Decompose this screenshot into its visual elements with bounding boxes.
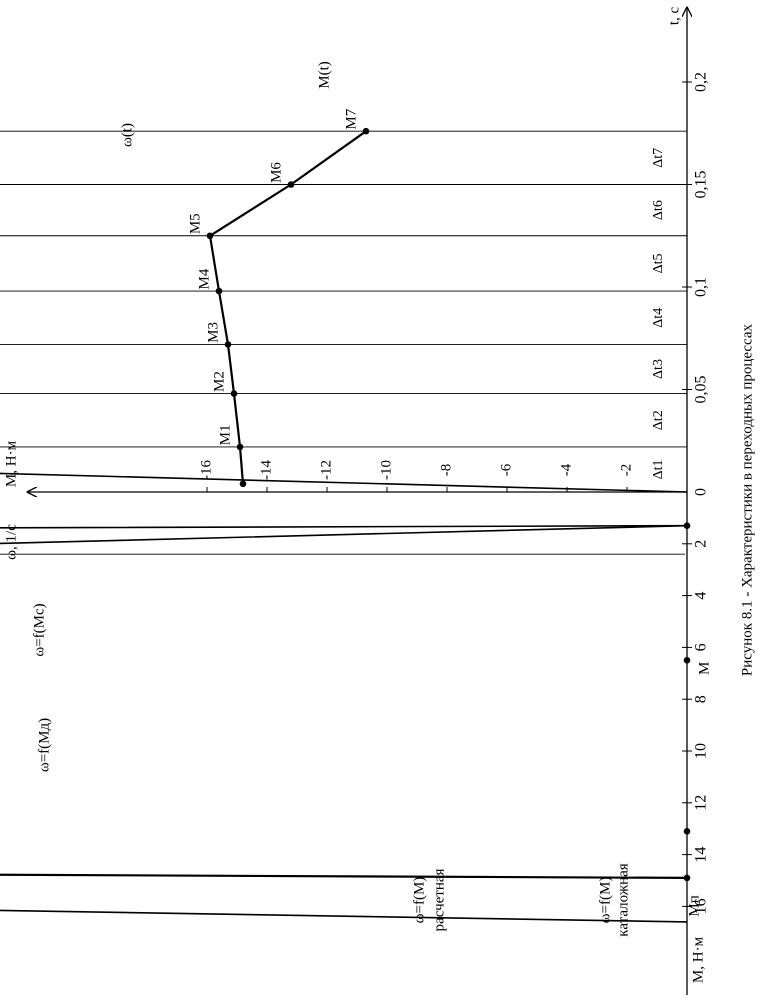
point-m	[683, 657, 691, 664]
omega-axis-label: ω, 1/c	[3, 524, 19, 560]
series-label-calc-2: расчетная	[431, 868, 447, 931]
time-tick-label: 0,2	[693, 72, 710, 92]
mt-point-label: M2	[211, 371, 227, 392]
delta-t-label: Δt4	[651, 308, 666, 328]
torque-t-curve	[208, 130, 367, 484]
series-label-omega-t: ω(t)	[119, 123, 135, 147]
time-tick-label: 0,1	[693, 277, 710, 297]
mt-point-label: M6	[268, 162, 284, 183]
mt-point	[206, 232, 214, 240]
series-label-m-t: M(t)	[316, 61, 332, 89]
torque-tick-label: 6	[693, 643, 710, 651]
torque-tick-label: 14	[693, 847, 710, 863]
delta-t-label: Δt7	[651, 148, 666, 168]
catalog-curve	[0, 873, 688, 879]
mt-point	[224, 341, 232, 348]
torque-top-tick-label: -6	[498, 463, 514, 476]
mt-point-label: M3	[205, 322, 221, 343]
load-curve	[0, 524, 688, 545]
series-label-mc: ω=f(Mс)	[31, 603, 47, 656]
catalog-point	[683, 874, 691, 882]
time-axis-label: t, c	[666, 6, 682, 25]
torque-top-axis-label: M, Н·м	[3, 440, 19, 487]
mt-point	[215, 287, 223, 295]
mt-point-label: M1	[217, 424, 233, 445]
series-label-cat-2: каталожная	[615, 863, 631, 937]
torque-top-tick-label: -8	[438, 464, 454, 477]
delta-t-label: Δt3	[651, 359, 666, 379]
time-tick-label: 0,05	[693, 376, 710, 404]
point-mc-start	[683, 827, 691, 835]
mt-point-label: M5	[187, 213, 203, 234]
mt-point-start	[239, 480, 247, 488]
point-m-label: M	[696, 662, 712, 675]
torque-tick-label: 2	[693, 540, 710, 548]
torque-tick-label: 8	[693, 695, 710, 703]
figure-caption: Рисунок 8.1 - Характеристики в переходны…	[739, 323, 756, 677]
mt-point-label: M7	[343, 108, 359, 129]
mt-point	[287, 181, 295, 188]
torque-top-tick-label: -2	[618, 464, 634, 477]
calculated-curve	[0, 909, 688, 923]
series-label-calc: ω=f(M)	[411, 877, 427, 924]
dynamic-curve	[0, 524, 688, 529]
delta-t-label: Δt1	[651, 459, 666, 479]
torque-axis-label: M, Н·м	[690, 936, 706, 983]
torque-top-tick-label: -12	[318, 460, 334, 480]
omega-t-curve	[0, 472, 688, 493]
delta-t-label: Δt5	[651, 253, 666, 273]
delta-t-label: Δt2	[651, 410, 666, 430]
series-label-md: ω=f(Mд)	[36, 718, 52, 772]
torque-tick-label: 4	[693, 592, 710, 600]
torque-top-tick-label: -4	[558, 463, 574, 476]
torque-tick-label: 12	[693, 795, 710, 811]
torque-top-tick-label: -14	[258, 460, 274, 480]
catalog-point-label: Mп	[686, 895, 702, 916]
origin-label: 0	[693, 488, 710, 496]
mt-point-label: M4	[196, 268, 212, 289]
series-label-cat: ω=f(M)	[597, 877, 613, 924]
mt-point	[236, 443, 244, 451]
delta-t-label: Δt6	[651, 200, 666, 220]
point-md-start	[683, 522, 691, 529]
mt-point	[362, 127, 370, 135]
time-tick-label: 0,15	[693, 171, 710, 199]
torque-tick-label: 10	[693, 743, 710, 759]
torque-top-tick-label: -10	[378, 460, 394, 480]
torque-tick-label: 16	[693, 898, 710, 914]
torque-top-tick-label: -16	[198, 460, 214, 480]
mt-point	[230, 390, 238, 397]
